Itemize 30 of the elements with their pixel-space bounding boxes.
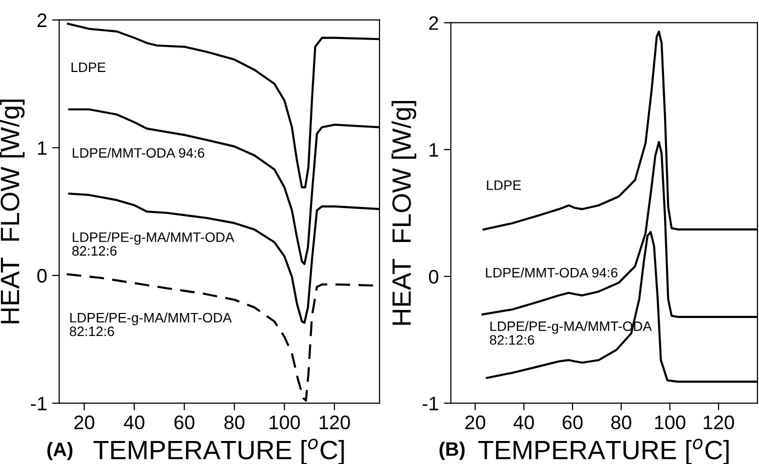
x-tick-label: 80 bbox=[224, 416, 244, 430]
y-tick-label: 2 bbox=[38, 13, 46, 27]
series-label: LDPE/PE-g-MA/MMT-ODA 82:12:6 bbox=[72, 232, 234, 256]
y-tick-label: -1 bbox=[30, 396, 46, 410]
x-tick-label: 60 bbox=[562, 416, 583, 430]
x-tick-label: 120 bbox=[704, 416, 734, 430]
y-axis-title: HEAT FLOW [W/g] bbox=[0, 100, 25, 324]
x-tick-label: 20 bbox=[74, 416, 94, 430]
y-tick-label: 2 bbox=[429, 16, 438, 30]
y-tick-label: -1 bbox=[422, 396, 438, 410]
y-axis-title: HEAT FLOW [W/g] bbox=[392, 100, 416, 325]
x-tick-label: 60 bbox=[174, 416, 194, 430]
x-tick-label: 80 bbox=[611, 416, 632, 430]
text: LDPE bbox=[487, 180, 521, 190]
x-tick-label: 20 bbox=[465, 416, 486, 430]
text: LDPE bbox=[72, 62, 106, 72]
text: (B) bbox=[440, 442, 465, 460]
y-tick-label: 1 bbox=[430, 143, 438, 157]
y-tick-label: 0 bbox=[428, 270, 438, 284]
x-tick-label: 100 bbox=[655, 416, 686, 430]
series-label: LDPE/MMT-ODA 94:6 bbox=[72, 148, 204, 158]
x-tick-label: 120 bbox=[320, 416, 350, 430]
x-tick-label: 40 bbox=[513, 416, 534, 430]
x-tick-label: 40 bbox=[124, 416, 144, 430]
series-label: LDPE/MMT-ODA 94:6 bbox=[486, 268, 618, 278]
x-tick-label: 100 bbox=[270, 416, 300, 430]
series-label: LDPE/PE-g-MA/MMT-ODA 82:12:6 bbox=[70, 312, 232, 336]
text: (A) bbox=[47, 442, 72, 460]
y-tick-label: 0 bbox=[37, 268, 47, 283]
y-tick-label: 1 bbox=[38, 141, 46, 155]
